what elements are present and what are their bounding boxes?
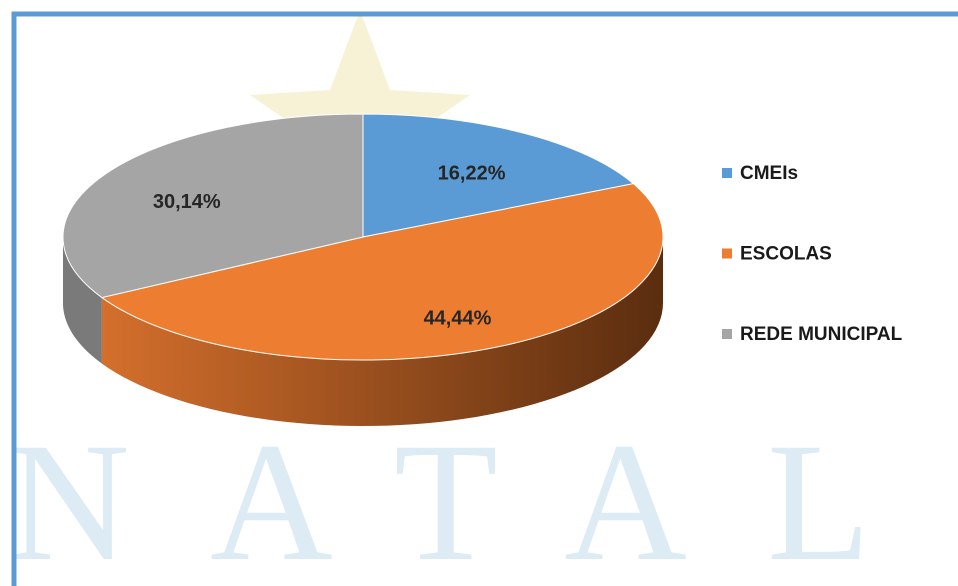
- legend-swatch: [722, 329, 732, 339]
- slice-side: [101, 237, 663, 426]
- legend: CMEIs ESCOLAS REDE MUNICIPAL: [722, 163, 903, 345]
- pie: 16,22% 44,44% 30,14%: [62, 113, 664, 426]
- legend-label: CMEIs: [740, 163, 798, 184]
- legend-label: ESCOLAS: [740, 244, 832, 265]
- data-label: 44,44%: [424, 307, 492, 329]
- legend-label: REDE MUNICIPAL: [740, 324, 903, 345]
- frame: [11, 11, 958, 586]
- slice: [362, 113, 635, 238]
- slice: [62, 113, 364, 299]
- data-label: 30,14%: [153, 191, 221, 213]
- slice: [100, 183, 664, 361]
- data-label: 16,22%: [438, 162, 506, 184]
- legend-swatch: [722, 248, 732, 259]
- watermark-text: NATAL: [7, 408, 951, 586]
- legend-swatch: [722, 168, 732, 178]
